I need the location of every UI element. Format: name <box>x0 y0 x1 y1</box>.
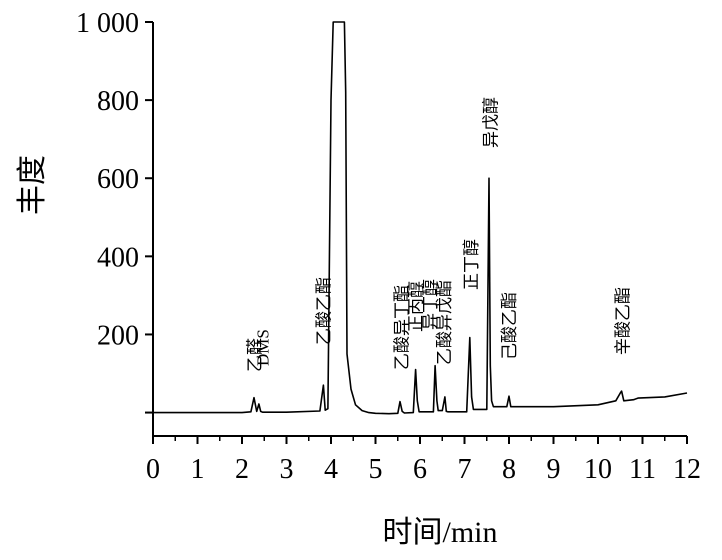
x-tick-label: 4 <box>324 454 338 485</box>
peak-label: 乙酸异丁酯 <box>392 285 411 370</box>
x-tick-label: 9 <box>547 454 561 485</box>
x-tick-label: 1 <box>191 454 205 485</box>
x-tick-label: 11 <box>629 454 656 485</box>
peak-label: 异戊醇 <box>481 97 500 148</box>
peak-label: 正丁醇 <box>462 239 481 290</box>
x-ticks: 0 1 2 3 4 5 6 7 8 9 10 11 12 <box>146 436 701 485</box>
y-tick-label: 200 <box>97 320 139 351</box>
x-axis-title: 时间/min <box>382 516 497 549</box>
y-tick-label: 400 <box>97 242 139 273</box>
series-line <box>153 21 688 415</box>
x-tick-label: 6 <box>413 454 427 485</box>
x-tick-label: 5 <box>369 454 383 485</box>
peak-label: DMS <box>254 329 273 366</box>
x-tick-label: 10 <box>584 454 612 485</box>
y-ticks: 200 400 600 800 1 000 <box>76 8 153 414</box>
y-tick-label: 800 <box>97 86 139 117</box>
x-tick-label: 12 <box>673 454 701 485</box>
y-axis-title: 丰度 <box>16 155 49 215</box>
peak-label: 异丁醇 <box>421 279 440 330</box>
peak-label: 乙酸异戊酯 <box>435 280 454 365</box>
axes <box>152 22 687 437</box>
x-tick-label: 0 <box>146 454 160 485</box>
y-tick-label: 600 <box>97 164 139 195</box>
x-tick-label: 7 <box>458 454 472 485</box>
peak-label: 辛酸乙酯 <box>614 287 633 355</box>
peak-label: 乙醛 <box>246 338 265 372</box>
y-tick-label: 1 000 <box>76 8 139 39</box>
peak-label: 正丙醇 <box>407 281 426 332</box>
x-tick-label: 3 <box>280 454 294 485</box>
peak-label: 乙酸乙酯 <box>314 277 333 345</box>
peak-label: 己酸乙酯 <box>500 292 519 360</box>
x-tick-label: 2 <box>235 454 249 485</box>
x-tick-label: 8 <box>502 454 516 485</box>
